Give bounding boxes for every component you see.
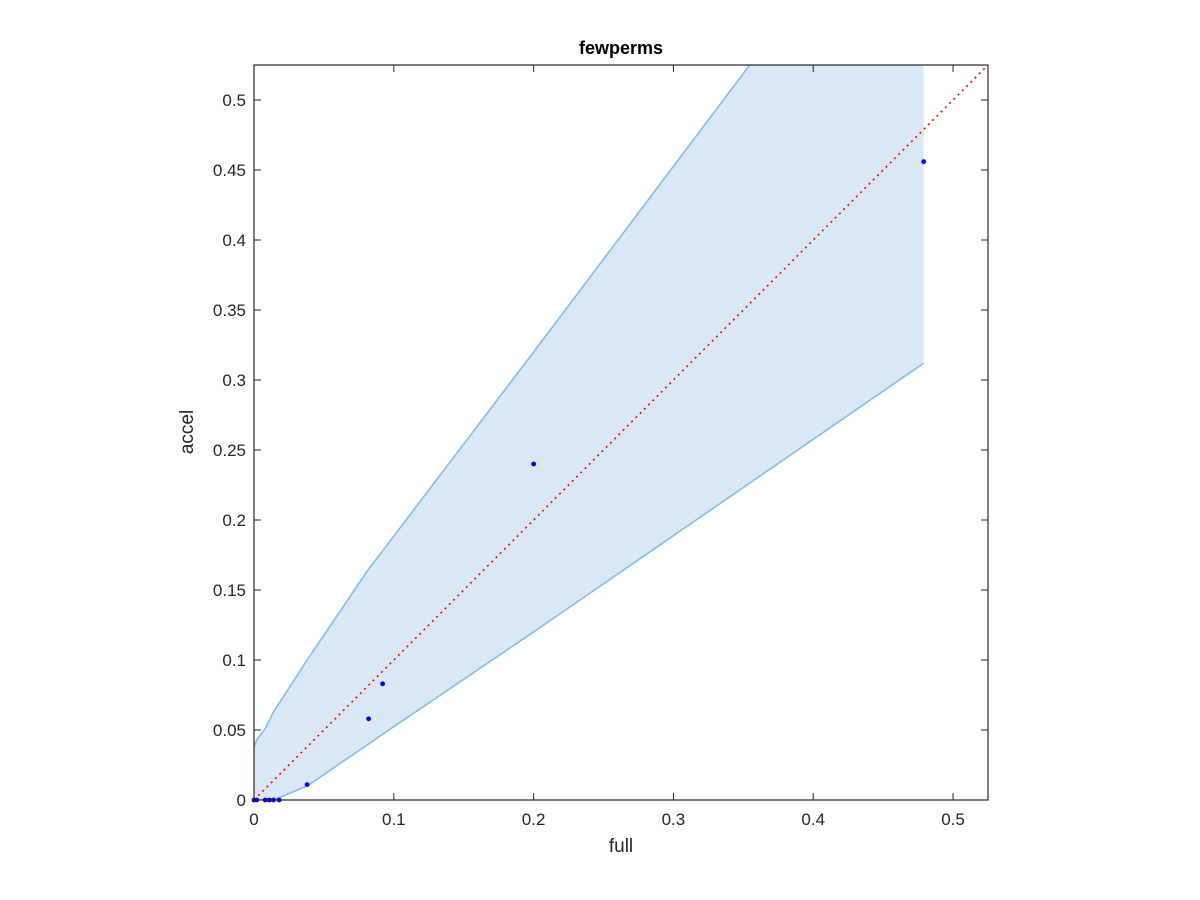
chart-title: fewperms <box>579 38 663 58</box>
band-upper-edge <box>254 65 751 748</box>
y-tick-label: 0.5 <box>222 91 246 110</box>
y-axis-label: accel <box>177 410 198 454</box>
confidence-band <box>254 65 924 800</box>
x-tick-label: 0.3 <box>662 810 686 829</box>
y-tick-label: 0.35 <box>213 301 246 320</box>
x-tick-label: 0.4 <box>801 810 825 829</box>
axes-box <box>253 64 989 801</box>
x-axis-label: full <box>609 836 633 857</box>
y-tick-label: 0 <box>237 791 246 810</box>
x-tick-label: 0.5 <box>941 810 965 829</box>
x-tick-label: 0 <box>249 810 258 829</box>
y-tick-label: 0.2 <box>222 511 246 530</box>
data-point <box>531 461 537 467</box>
y-tick-label: 0.45 <box>213 161 246 180</box>
y-tick-label: 0.3 <box>222 371 246 390</box>
data-point <box>304 782 310 787</box>
data-point <box>921 159 927 165</box>
y-tick-label: 0.25 <box>213 441 246 460</box>
x-tick-label: 0.2 <box>522 810 546 829</box>
y-tick-label: 0.05 <box>213 721 246 740</box>
data-point <box>366 716 372 722</box>
data-point <box>380 681 386 687</box>
y-tick-label: 0.4 <box>222 231 246 250</box>
y-tick-label: 0.15 <box>213 581 246 600</box>
y-tick-label: 0.1 <box>222 651 246 670</box>
x-tick-label: 0.1 <box>382 810 406 829</box>
reference-line <box>254 65 988 800</box>
